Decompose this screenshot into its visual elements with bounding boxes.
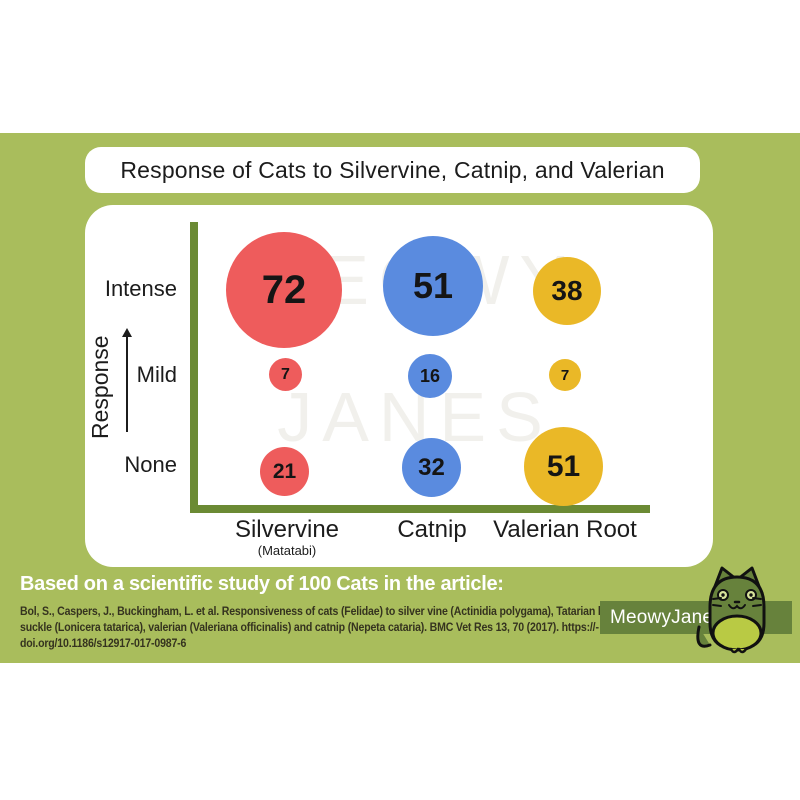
up-arrow-icon (122, 328, 132, 432)
citation-line: suckle (Lonicera tatarica), valerian (Va… (20, 620, 599, 635)
x-axis-line (190, 505, 650, 513)
bubble-valerian-none: 51 (524, 427, 603, 506)
row-label-intense: Intense (104, 276, 177, 301)
chart-panel: MEOWY JANES Response Intense Mild None 7… (85, 205, 713, 567)
page-title: Response of Cats to Silvervine, Catnip, … (120, 156, 665, 183)
x-label-silvervine: Silvervine (234, 516, 340, 543)
bubble-catnip-mild: 16 (408, 354, 452, 398)
citation-line: Bol, S., Caspers, J., Buckingham, L. et … (20, 604, 632, 618)
x-label-valerian-root: Valerian Root (493, 516, 637, 543)
bubble-silvervine-intense: 72 (226, 232, 342, 348)
bubble-catnip-intense: 51 (383, 236, 483, 336)
bubble-valerian-mild: 7 (549, 359, 581, 391)
watermark-line-2: JANES (277, 378, 553, 456)
bubble-valerian-intense: 38 (533, 257, 601, 325)
bubble-catnip-none: 32 (402, 438, 461, 497)
x-sublabel-matatabi: (Matatabi) (257, 543, 317, 558)
citation-text: Bol, S., Caspers, J., Buckingham, L. et … (20, 603, 632, 651)
title-banner: Response of Cats to Silvervine, Catnip, … (85, 147, 700, 193)
y-axis-line (190, 222, 198, 513)
row-label-mild: Mild (136, 362, 177, 387)
citation-line: doi.org/10.1186/s12917-017-0987-6 (20, 636, 187, 651)
footer-heading: Based on a scientific study of 100 Cats … (20, 573, 504, 595)
row-label-none: None (124, 452, 177, 477)
bubble-silvervine-none: 21 (260, 447, 309, 496)
bubble-silvervine-mild: 7 (269, 358, 302, 391)
x-label-catnip: Catnip (397, 516, 467, 543)
cat-mascot-icon (696, 566, 766, 654)
